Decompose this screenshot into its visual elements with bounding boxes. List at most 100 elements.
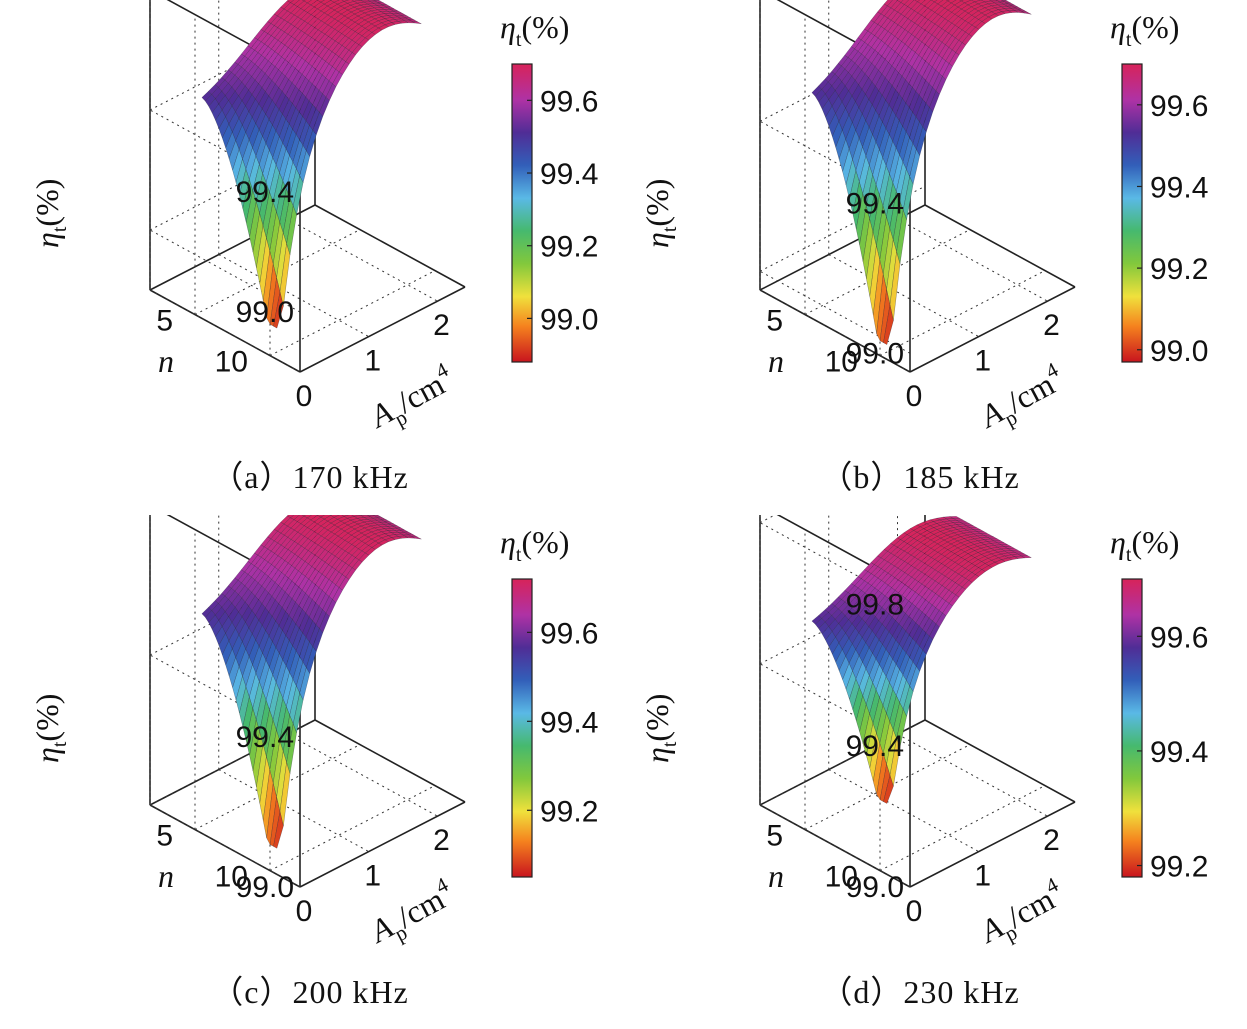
surface-facet [371, 542, 383, 550]
colorbar-title: ηt(%) [1110, 9, 1179, 51]
x-tick-label: 2 [433, 309, 450, 342]
z-tick-label: 99.0 [846, 871, 904, 904]
surface-facet [922, 106, 934, 133]
x-tick-label: 2 [1043, 309, 1060, 342]
colorbar-tick-label: 99.6 [1150, 621, 1208, 654]
colorbar-title: ηt(%) [500, 524, 569, 566]
colorbar [1121, 63, 1143, 363]
x-tick-label: 1 [364, 860, 381, 893]
surface-facet [316, 0, 326, 3]
surface-facet [316, 515, 326, 518]
surface-facet [364, 32, 376, 41]
surface-facet [994, 11, 1006, 17]
surface-facet [306, 646, 317, 675]
surface-plot-c: 99.099.4012510nAp/cm4ηt(%)99.299.499.6ηt… [29, 515, 598, 950]
z-axis-label-text: ηt(%) [29, 694, 71, 763]
surface-facet [273, 811, 284, 849]
z-axis-label: ηt(%) [639, 179, 681, 248]
colorbar-tick-label: 99.4 [1150, 171, 1208, 204]
colorbar-tick-label: 99.4 [1150, 736, 1208, 769]
caption-a: （a）170 kHz [211, 459, 409, 495]
surface-facet [896, 0, 904, 3]
surface-facet [286, 205, 297, 256]
surface-facet [371, 27, 383, 35]
caption-c: （c）200 kHz [211, 974, 409, 1010]
surface-plot-b: 99.099.4012510nAp/cm4ηt(%)99.099.299.499… [639, 0, 1208, 435]
surface-facet [411, 536, 422, 540]
z-axis-label: ηt(%) [29, 694, 71, 763]
surface-facet [987, 561, 999, 568]
y-tick-label: 10 [825, 346, 858, 379]
colorbar-tick-label: 99.6 [1150, 90, 1208, 123]
colorbar-tick-label: 99.2 [1150, 253, 1208, 286]
surface-facet [358, 37, 370, 48]
surface-facet [883, 774, 894, 804]
colorbar-tick-label: 99.2 [540, 231, 598, 264]
y-tick-label: 5 [766, 305, 783, 338]
surface-facet [312, 111, 324, 136]
colorbar-tick-label: 99.4 [540, 706, 598, 739]
z-tick-label: 99.4 [236, 721, 294, 754]
colorbar-title: ηt(%) [1110, 524, 1179, 566]
y-axis-label: n [158, 343, 174, 379]
caption-d: （d）230 kHz [820, 974, 1020, 1010]
surface-facet [883, 304, 894, 345]
colorbar [511, 63, 533, 363]
y-axis-label: n [158, 858, 174, 894]
surface-facet [292, 692, 304, 734]
axes-box [149, 515, 466, 888]
surface-facet [319, 96, 330, 117]
surface-facet [411, 20, 422, 25]
panel-a: 99.0 99.4 0 1 2 5 10 n Ap/cm4 ηt(%) 99.0 99.2 99.4 99… [0, 0, 620, 514]
panel-c: 99.0 99.4 0 1 2 5 10 n Ap/cm4 ηt(%) 99.2 99.4 99.6 ηt… [0, 515, 620, 1029]
surface-facet [968, 26, 980, 37]
surface-facet [916, 649, 927, 672]
surface-facet [933, 0, 944, 5]
surface-facet [948, 594, 960, 607]
colorbar-tick-label: 99.0 [540, 303, 598, 336]
surface-plot-d: 99.099.499.8012510nAp/cm4ηt(%)99.299.499… [639, 515, 1208, 950]
surface-facet [909, 665, 920, 693]
surface-facet [1020, 555, 1033, 559]
colorbar-tick-label: 99.6 [540, 617, 598, 650]
surface-facet [341, 0, 350, 2]
y-axis-label: n [768, 343, 784, 379]
z-tick-label: 99.0 [236, 296, 294, 329]
colorbar-tick-label: 99.6 [540, 85, 598, 118]
colorbar-tick-label: 99.2 [540, 795, 598, 828]
surface-facet [903, 0, 915, 7]
surface-facet [286, 0, 295, 4]
x-tick-label: 1 [974, 345, 991, 378]
surface-facet [974, 569, 986, 577]
y-tick-label: 10 [215, 346, 248, 379]
surface-facet [303, 0, 312, 4]
colorbar [1121, 578, 1143, 878]
surface-facet [902, 175, 914, 221]
surface-facet [961, 580, 973, 590]
colorbar-tick-label: 99.2 [1150, 851, 1208, 884]
colorbar-tick-label: 99.4 [540, 158, 598, 191]
y-tick-label: 5 [156, 820, 173, 853]
z-tick-label: 99.0 [236, 871, 294, 904]
y-tick-label: 5 [766, 820, 783, 853]
surface-facet [306, 129, 317, 158]
x-tick-label: 0 [906, 895, 923, 928]
z-axis-label-text: ηt(%) [639, 179, 681, 248]
surface-facet [968, 574, 980, 583]
surface-facet [981, 16, 993, 24]
surface-facet [338, 61, 350, 76]
surface-facet [909, 148, 920, 186]
surface-facet [358, 552, 370, 563]
z-tick-label: 99.4 [846, 187, 904, 220]
surface-facet [916, 126, 927, 157]
surface-facet [900, 0, 910, 5]
z-tick-label: 99.4 [846, 730, 904, 763]
z-axis-label-text: ηt(%) [29, 179, 71, 248]
x-tick-label: 0 [296, 895, 313, 928]
x-tick-label: 2 [433, 824, 450, 857]
z-tick-label: 99.0 [846, 337, 904, 370]
surface-facet [922, 635, 934, 655]
surface-facet [279, 243, 291, 307]
z-tick-label: 99.8 [846, 589, 904, 622]
surface-facet [947, 0, 957, 4]
